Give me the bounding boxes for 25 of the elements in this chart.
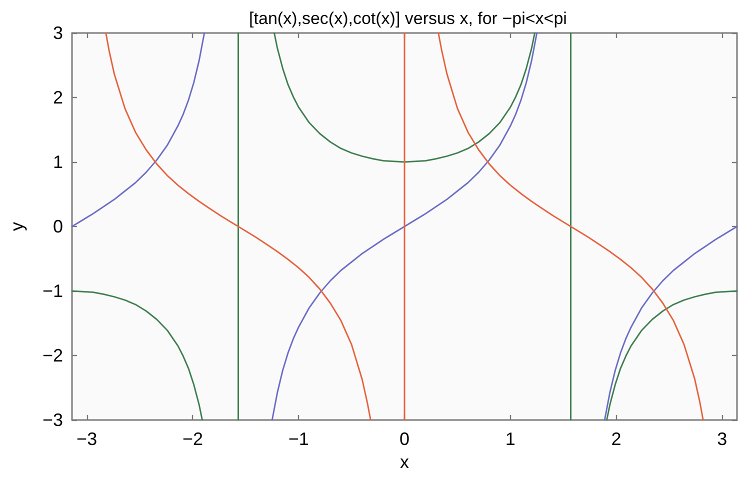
- line-series: [105, 32, 372, 421]
- line-series: [438, 32, 704, 421]
- chart-title: [tan(x),sec(x),cot(x)] versus x, for −pi<x<pi: [249, 9, 567, 28]
- x-tick-label: −2: [182, 429, 203, 449]
- line-series: [274, 32, 536, 163]
- line-series: [71, 32, 206, 228]
- x-tick-label: 1: [505, 429, 516, 449]
- x-tick-label: −3: [76, 429, 98, 449]
- x-tick-label: 0: [399, 429, 410, 449]
- y-tick-label: −3: [42, 410, 63, 430]
- y-tick-label: 2: [52, 88, 63, 108]
- y-tick-label: 3: [52, 23, 63, 43]
- x-tick-label: 3: [717, 429, 728, 449]
- y-tick-label: 0: [52, 216, 63, 236]
- x-tick-label: −1: [288, 429, 309, 449]
- y-axis-title: y: [7, 222, 27, 231]
- y-tick-label: −2: [42, 346, 63, 366]
- line-series: [606, 290, 738, 421]
- line-series: [71, 290, 203, 421]
- y-tick-label: −1: [42, 281, 63, 301]
- line-series: [271, 32, 538, 421]
- y-tick-label: 1: [52, 152, 63, 172]
- x-tick-label: 2: [611, 429, 622, 449]
- line-series: [604, 226, 738, 421]
- x-axis-title: x: [400, 452, 409, 472]
